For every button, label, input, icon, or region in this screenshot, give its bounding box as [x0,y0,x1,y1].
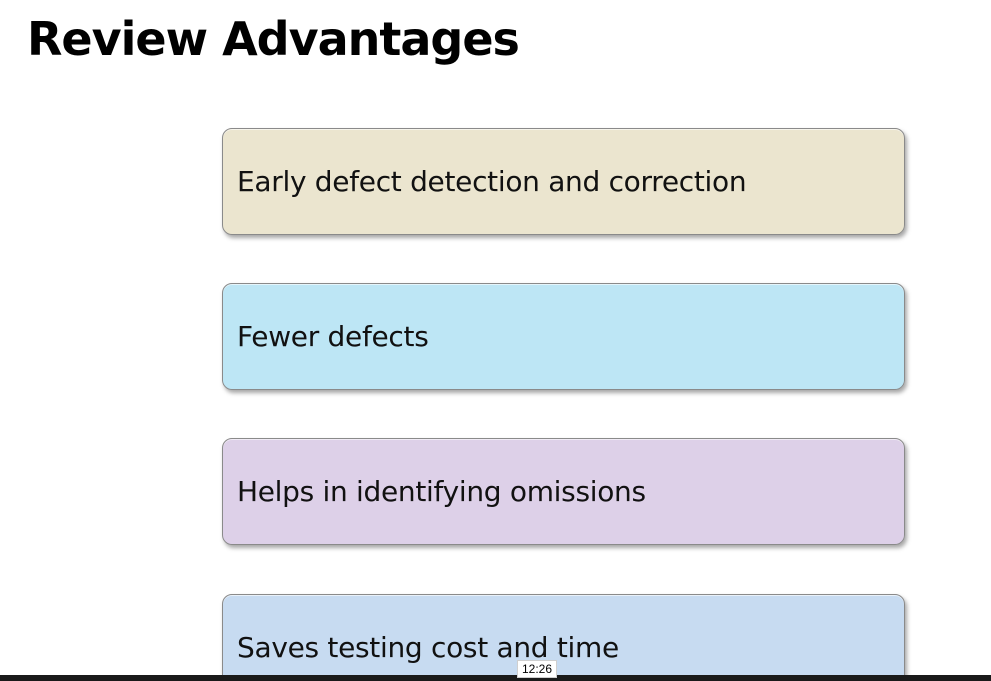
advantage-box-early-detection: Early defect detection and correction [222,128,905,235]
advantage-box-omissions: Helps in identifying omissions [222,438,905,545]
advantage-label: Saves testing cost and time [237,631,619,664]
advantage-label: Fewer defects [237,320,429,353]
advantage-label: Helps in identifying omissions [237,475,646,508]
video-progress-bar[interactable] [0,675,991,681]
advantage-box-saves-cost: Saves testing cost and time [222,594,905,681]
video-timestamp-tooltip: 12:26 [517,660,557,678]
advantage-box-fewer-defects: Fewer defects [222,283,905,390]
slide-title: Review Advantages [27,12,520,66]
advantage-label: Early defect detection and correction [237,165,747,198]
